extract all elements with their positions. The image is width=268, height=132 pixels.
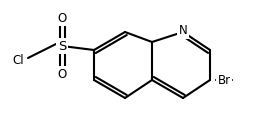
- Text: N: N: [179, 25, 187, 37]
- Text: Cl: Cl: [12, 53, 24, 67]
- Text: Br: Br: [217, 74, 230, 86]
- Text: S: S: [58, 39, 66, 53]
- Text: O: O: [57, 67, 67, 81]
- Text: O: O: [57, 11, 67, 25]
